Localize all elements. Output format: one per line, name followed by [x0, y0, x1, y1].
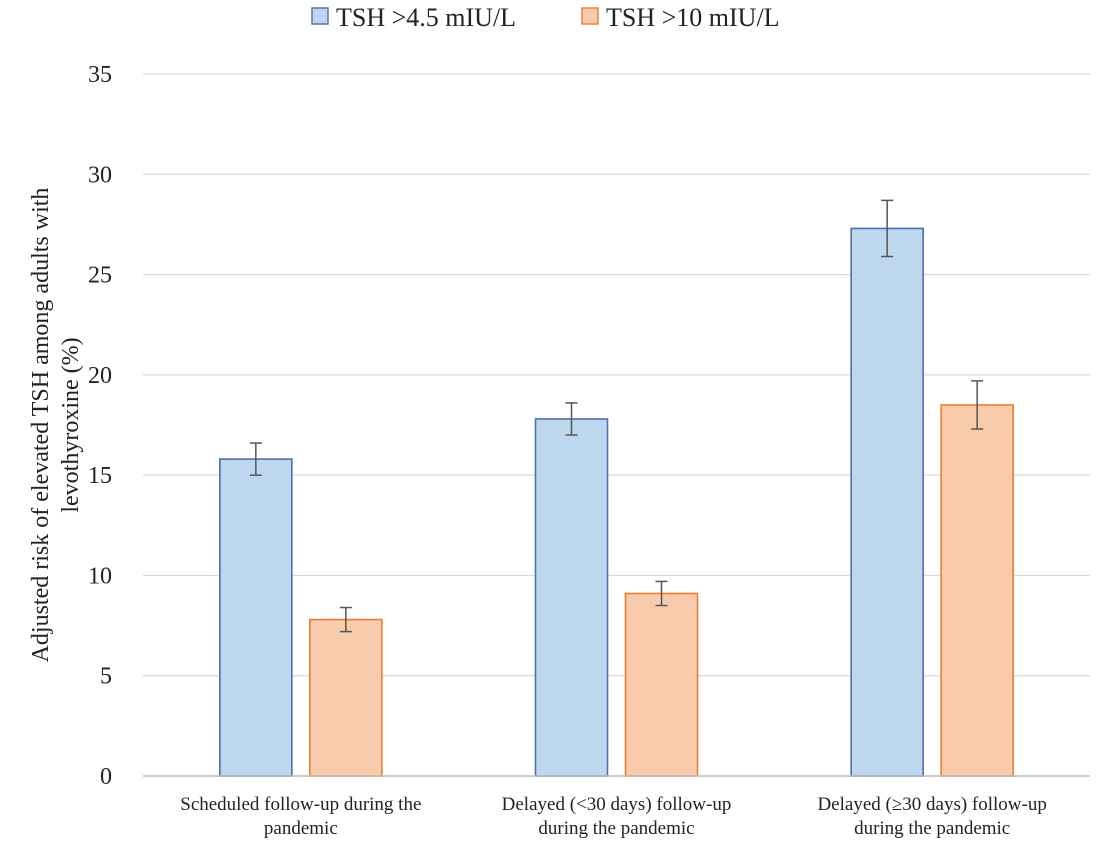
bars: [219, 227, 1014, 777]
x-category-label: Delayed (≥30 days) follow-up during the p…: [817, 794, 1046, 839]
error-bars: [249, 199, 984, 633]
legend-label-1: TSH >10 mIU/L: [606, 3, 780, 32]
y-tick-label: 5: [100, 664, 112, 690]
gridlines: [143, 73, 1090, 777]
legend: TSH >4.5 mIU/L TSH >10 mIU/L: [311, 3, 780, 32]
legend-label-0: TSH >4.5 mIU/L: [336, 3, 516, 32]
x-category-label: Delayed (<30 days) follow-up during the p…: [502, 794, 732, 839]
bar-tsh-4-5-2: [850, 227, 924, 777]
y-axis-ticks: 0 5 10 15 20 25 30 35: [88, 62, 112, 790]
bar-tsh-10-0: [309, 618, 383, 777]
y-axis-title-text: Adjusted risk of elevated TSH among adul…: [28, 188, 84, 663]
bar-tsh-4-5-1: [534, 418, 609, 777]
y-tick-label: 30: [88, 162, 112, 188]
legend-swatch-1: [581, 7, 599, 25]
x-category-label: Scheduled follow-up during the pandemic: [180, 794, 421, 839]
y-tick-label: 25: [88, 263, 112, 289]
x-axis: Scheduled follow-up during the pandemic De…: [143, 775, 1090, 839]
bar-tsh-10-2: [940, 404, 1014, 777]
y-tick-label: 20: [88, 363, 112, 389]
bar-tsh-4-5-0: [219, 458, 293, 777]
y-tick-label: 15: [88, 463, 112, 489]
y-tick-label: 10: [88, 563, 112, 589]
bar-tsh-10-1: [624, 592, 699, 777]
y-axis-title: Adjusted risk of elevated TSH among adul…: [28, 188, 84, 663]
y-tick-label: 35: [88, 62, 112, 88]
y-tick-label: 0: [100, 764, 112, 790]
legend-swatch-0: [311, 7, 329, 25]
